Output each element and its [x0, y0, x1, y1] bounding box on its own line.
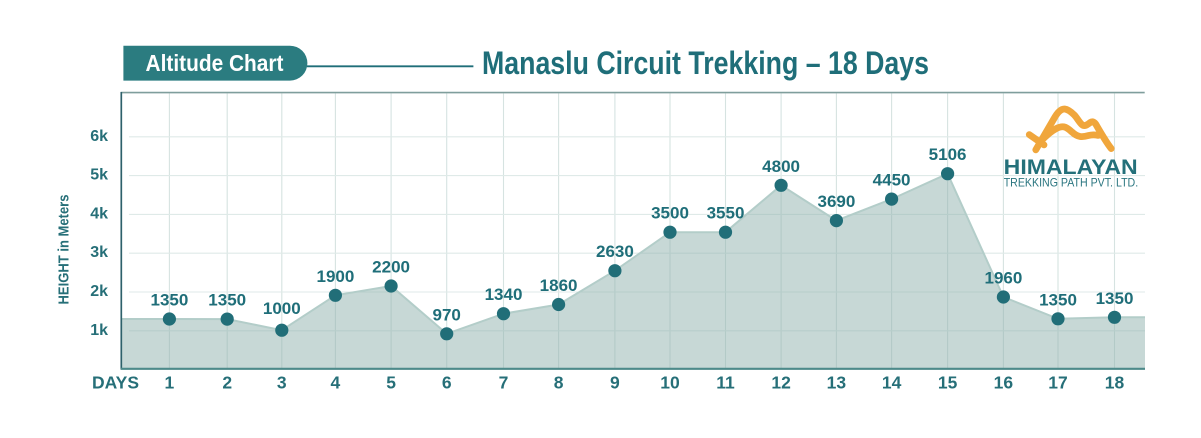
svg-text:2200: 2200 [372, 258, 410, 277]
svg-text:17: 17 [1048, 373, 1067, 393]
svg-text:1900: 1900 [316, 267, 354, 286]
svg-text:1960: 1960 [984, 269, 1022, 288]
svg-text:13: 13 [827, 373, 847, 393]
svg-text:16: 16 [994, 373, 1014, 393]
svg-text:1860: 1860 [540, 276, 578, 295]
svg-text:HIMALAYAN: HIMALAYAN [1004, 156, 1138, 179]
svg-text:6: 6 [442, 373, 452, 393]
svg-text:1350: 1350 [150, 291, 188, 310]
svg-text:2k: 2k [90, 283, 108, 300]
svg-text:2: 2 [222, 373, 232, 393]
svg-text:970: 970 [433, 305, 461, 324]
svg-text:3550: 3550 [707, 204, 745, 223]
svg-text:3500: 3500 [651, 204, 689, 223]
svg-text:12: 12 [771, 373, 791, 393]
svg-text:4800: 4800 [762, 157, 800, 176]
svg-text:DAYS: DAYS [92, 373, 139, 393]
svg-text:Altitude Chart: Altitude Chart [146, 50, 284, 76]
svg-text:1350: 1350 [1096, 289, 1134, 308]
svg-text:8: 8 [554, 373, 564, 393]
svg-text:7: 7 [499, 373, 509, 393]
svg-text:TREKKING PATH PVT. LTD.: TREKKING PATH PVT. LTD. [1004, 176, 1138, 190]
svg-text:5k: 5k [90, 167, 108, 184]
svg-text:1350: 1350 [1039, 290, 1077, 309]
svg-text:1: 1 [165, 373, 175, 393]
svg-text:11: 11 [716, 373, 735, 393]
svg-text:9: 9 [610, 373, 620, 393]
svg-text:1340: 1340 [485, 285, 523, 304]
svg-text:3k: 3k [90, 244, 108, 261]
svg-text:3: 3 [277, 373, 287, 393]
svg-text:1k: 1k [90, 322, 108, 339]
svg-text:4k: 4k [90, 205, 108, 222]
svg-text:6k: 6k [90, 128, 108, 145]
svg-text:14: 14 [882, 373, 902, 393]
svg-text:18: 18 [1105, 373, 1125, 393]
svg-text:5106: 5106 [929, 145, 967, 164]
svg-text:5: 5 [386, 373, 396, 393]
svg-text:15: 15 [938, 373, 958, 393]
svg-text:1000: 1000 [263, 299, 301, 318]
svg-text:4: 4 [331, 373, 341, 393]
svg-text:4450: 4450 [873, 171, 911, 190]
svg-text:2630: 2630 [596, 242, 634, 261]
svg-text:1350: 1350 [208, 291, 246, 310]
svg-text:Manaslu Circuit Trekking – 18: Manaslu Circuit Trekking – 18 Days [482, 45, 929, 81]
svg-text:10: 10 [660, 373, 680, 393]
svg-text:HEIGHT in Meters: HEIGHT in Meters [57, 195, 73, 305]
svg-text:3690: 3690 [817, 192, 855, 211]
